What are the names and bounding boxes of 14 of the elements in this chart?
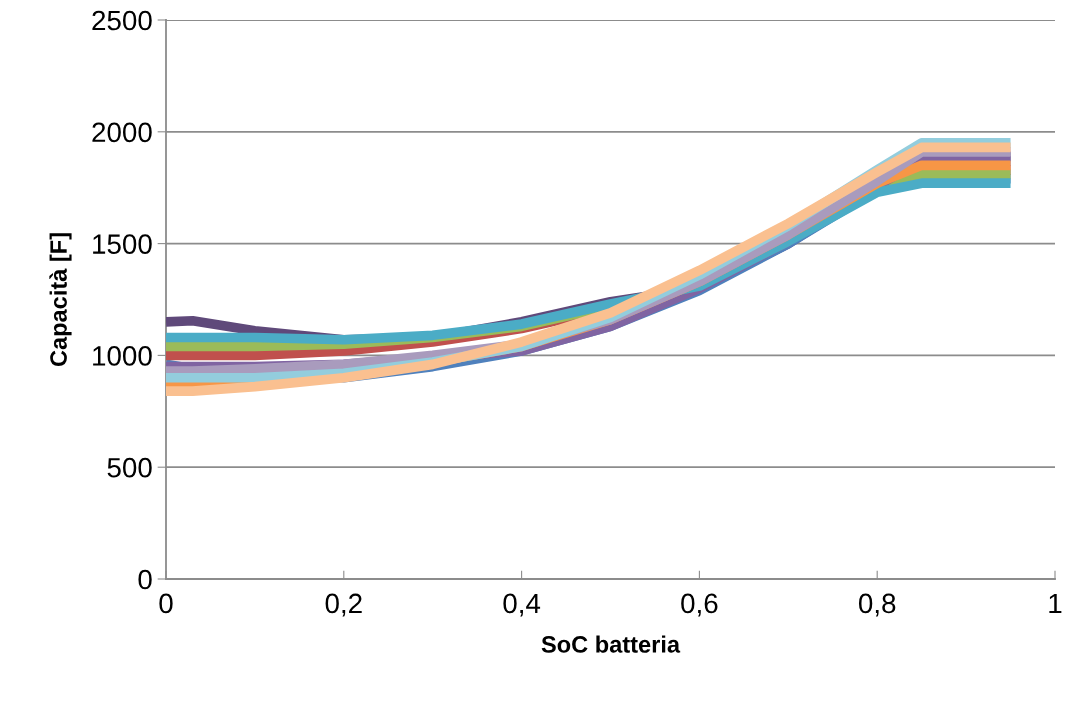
x-axis-title: SoC batteria	[541, 635, 681, 653]
y-axis-title: Capacità [F]	[49, 233, 72, 367]
x-tick-label: 0	[159, 593, 173, 614]
y-tick-label: 0	[138, 569, 152, 590]
y-tick-label: 500	[107, 457, 152, 478]
x-tick-label: 0,8	[858, 593, 896, 617]
y-tick-label: 1500	[93, 234, 152, 254]
x-tick-label: 0,2	[325, 593, 362, 617]
y-tick-label: 2500	[92, 10, 152, 31]
x-tick-label: 0,4	[503, 593, 541, 617]
x-tick-label: 0,6	[681, 593, 718, 617]
y-tick-label: 1000	[93, 346, 152, 366]
x-tick-label: 1	[1049, 593, 1062, 614]
y-tick-label: 2000	[92, 122, 152, 143]
